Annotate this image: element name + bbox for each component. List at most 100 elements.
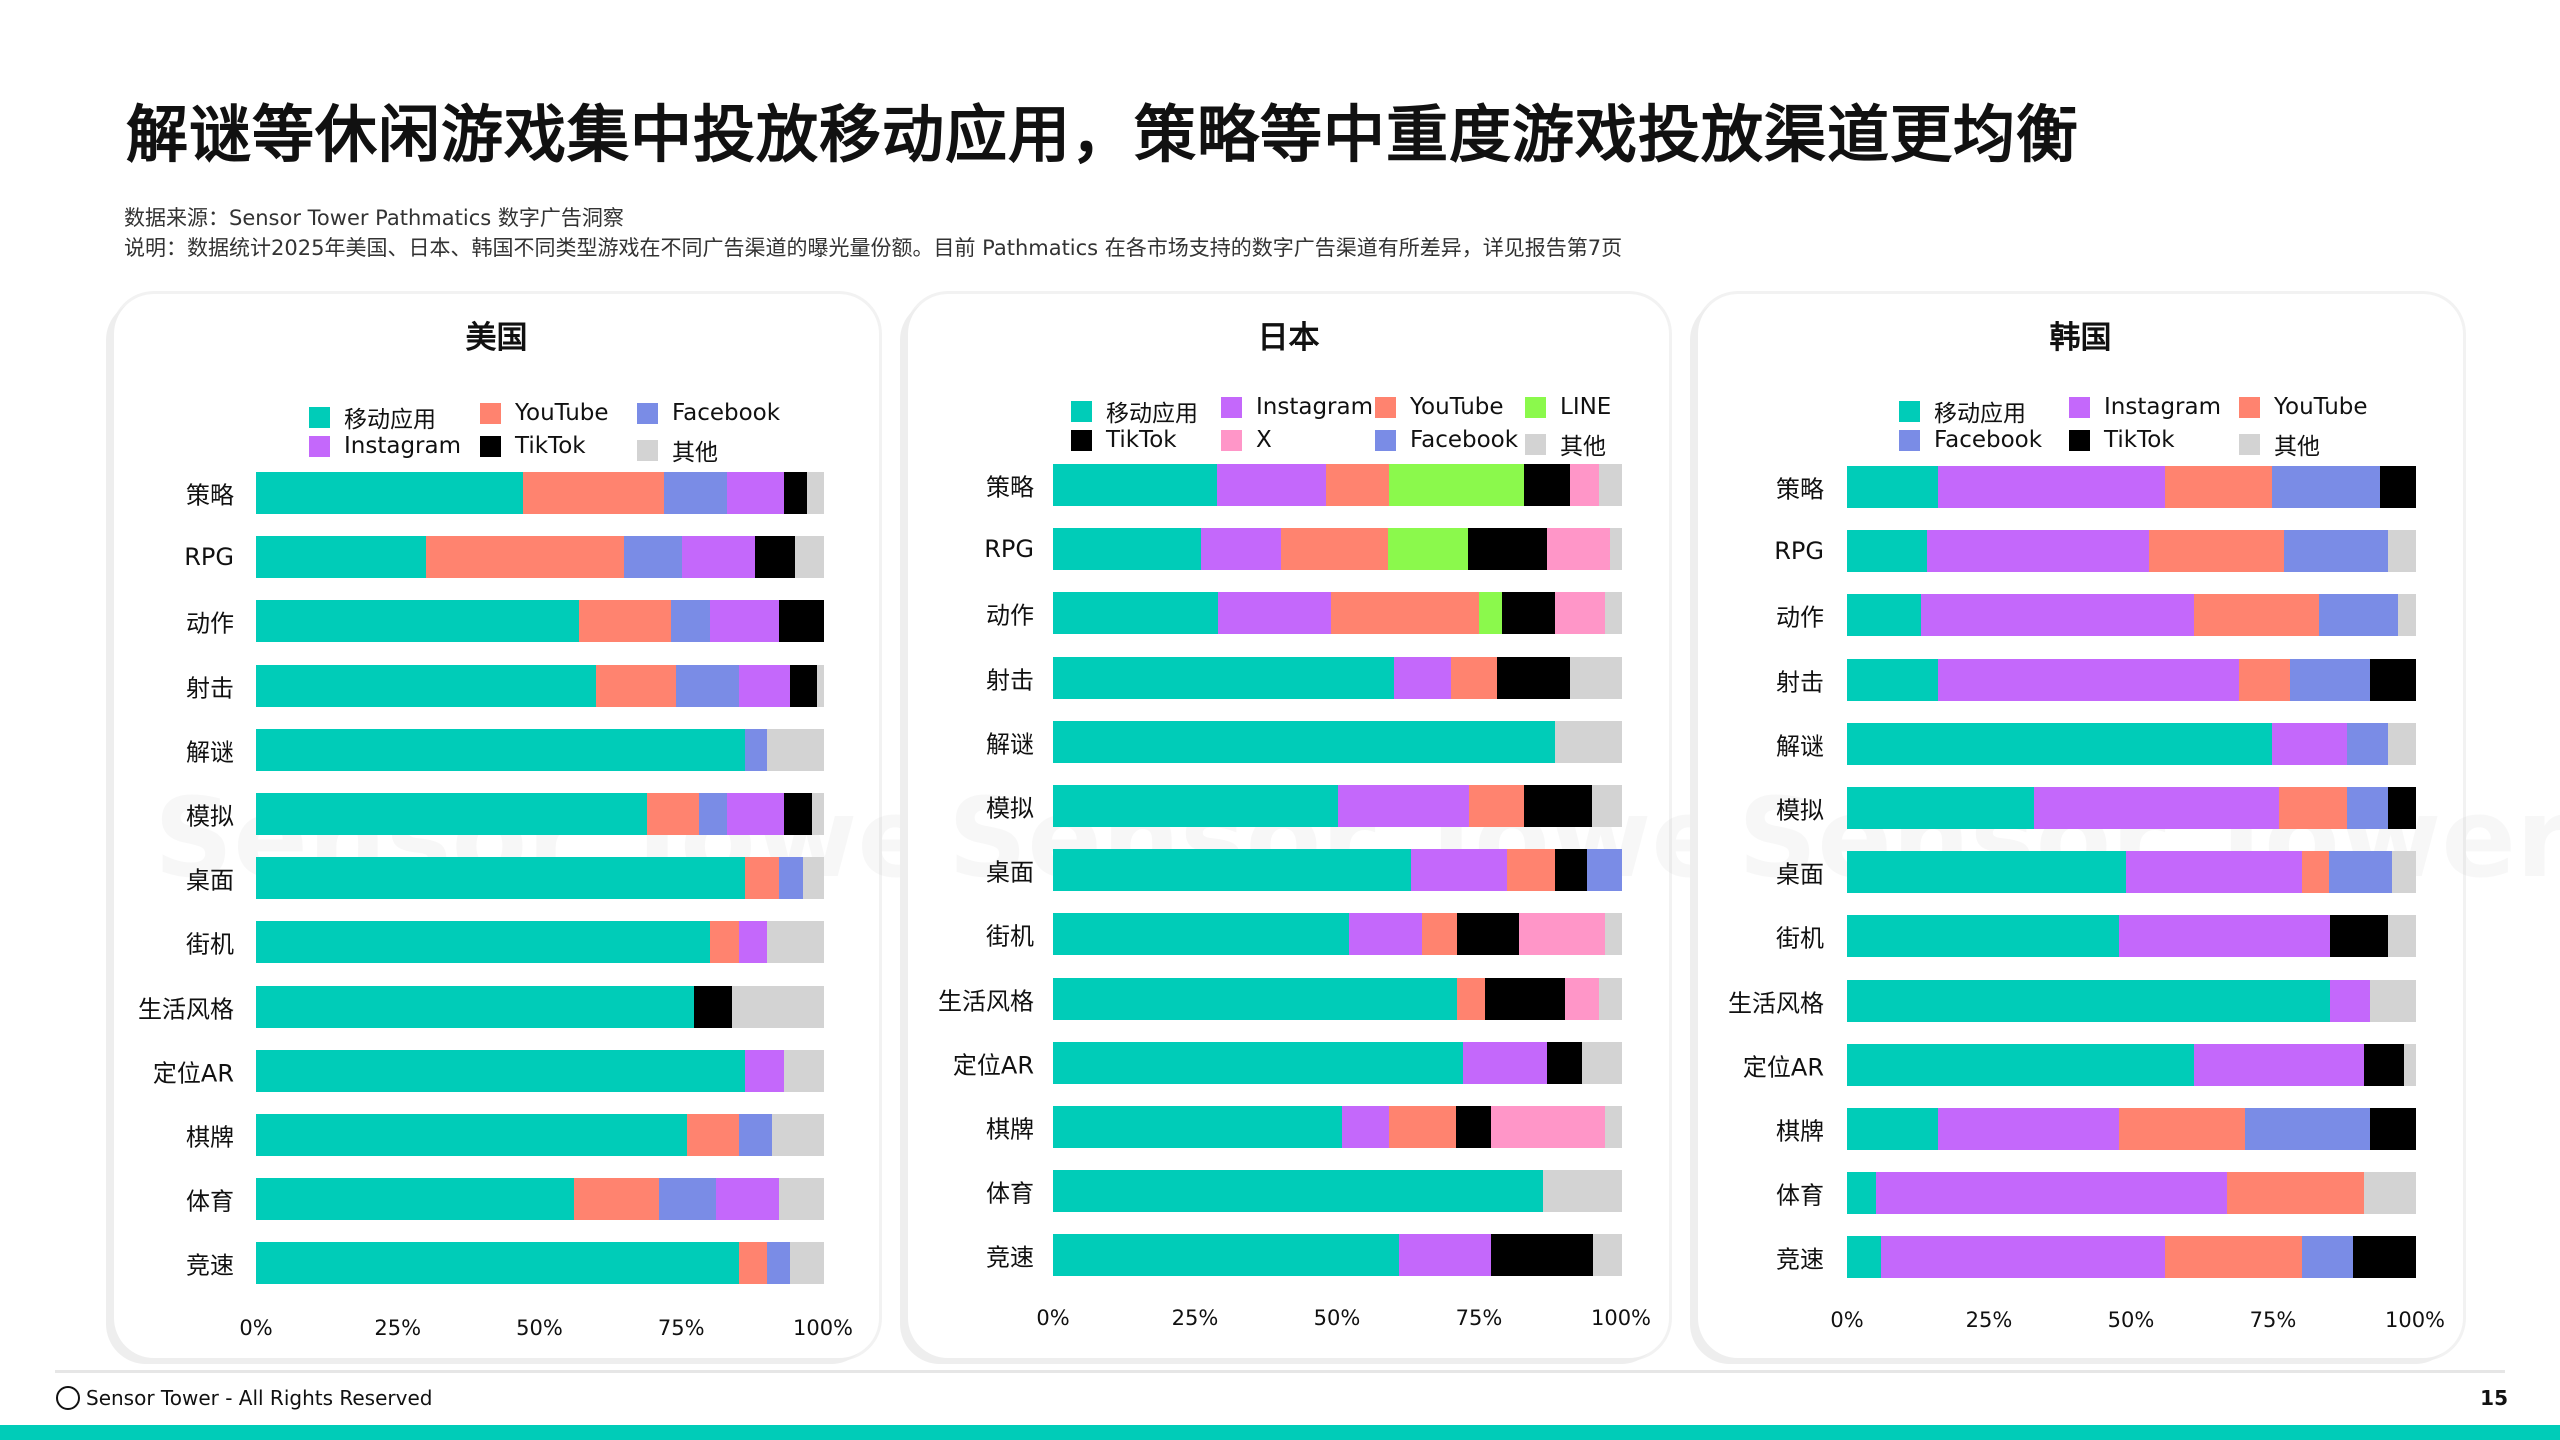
bar-segment-Instagram[interactable] [2126,851,2303,894]
bar-segment-YouTube[interactable] [1469,785,1525,827]
bar-segment-移动应用[interactable] [256,536,427,579]
bar-segment-移动应用[interactable] [1053,592,1219,635]
bar-segment-TikTok[interactable] [1456,913,1520,956]
legend-item[interactable]: Instagram [1221,394,1373,420]
bar-segment-Instagram[interactable] [1399,1234,1492,1277]
bar-segment-LINE[interactable] [1479,592,1503,635]
bar-segment-移动应用[interactable] [256,472,524,514]
bar-segment-Facebook[interactable] [659,1178,717,1221]
bar-segment-移动应用[interactable] [1053,1041,1464,1084]
bar-segment-其他[interactable] [1582,1041,1622,1084]
bar-segment-其他[interactable] [1542,1170,1622,1213]
bar-segment-Instagram[interactable] [1938,658,2241,701]
bar-segment-YouTube[interactable] [579,600,672,643]
bar-segment-移动应用[interactable] [1847,658,1940,701]
bar-segment-X[interactable] [1570,464,1600,506]
bar-segment-YouTube[interactable] [2164,1236,2303,1279]
bar-segment-TikTok[interactable] [2380,466,2416,508]
bar-segment-其他[interactable] [2397,594,2416,637]
bar-segment-移动应用[interactable] [1847,915,2120,958]
bar-segment-Instagram[interactable] [1938,1108,2120,1150]
bar-segment-Facebook[interactable] [1587,849,1622,892]
bar-segment-Instagram[interactable] [2330,979,2371,1022]
bar-segment-TikTok[interactable] [779,600,824,643]
bar-segment-YouTube[interactable] [686,1114,740,1156]
bar-segment-Instagram[interactable] [1217,592,1332,635]
bar-segment-移动应用[interactable] [1847,722,2274,765]
bar-segment-YouTube[interactable] [1422,913,1458,956]
bar-segment-移动应用[interactable] [1053,785,1339,827]
bar-segment-Instagram[interactable] [716,1178,780,1221]
bar-segment-Instagram[interactable] [1217,464,1327,506]
bar-segment-Instagram[interactable] [744,1049,786,1092]
legend-item[interactable]: YouTube [2239,394,2368,420]
legend-item[interactable]: X [1221,427,1272,453]
bar-segment-YouTube[interactable] [426,536,625,579]
bar-segment-其他[interactable] [1554,720,1622,763]
bar-segment-Facebook[interactable] [766,1242,791,1285]
bar-segment-TikTok[interactable] [2352,1236,2416,1279]
bar-segment-其他[interactable] [1599,464,1622,506]
bar-segment-X[interactable] [1547,528,1611,571]
bar-segment-YouTube[interactable] [1330,592,1480,635]
bar-segment-Facebook[interactable] [2290,658,2371,701]
bar-segment-其他[interactable] [1570,656,1622,699]
bar-segment-Instagram[interactable] [739,664,791,707]
bar-segment-Instagram[interactable] [2194,1043,2366,1086]
bar-segment-移动应用[interactable] [256,1178,575,1221]
bar-segment-移动应用[interactable] [256,921,711,964]
bar-segment-其他[interactable] [732,985,824,1028]
bar-segment-TikTok[interactable] [754,536,796,579]
bar-segment-其他[interactable] [2387,530,2416,573]
legend-item[interactable]: LINE [1525,394,1611,420]
bar-segment-Instagram[interactable] [1875,1172,2228,1215]
bar-segment-其他[interactable] [1592,785,1622,827]
bar-segment-TikTok[interactable] [1547,1041,1583,1084]
bar-segment-TikTok[interactable] [1554,849,1589,892]
bar-segment-移动应用[interactable] [256,1242,740,1285]
bar-segment-移动应用[interactable] [256,1049,746,1092]
bar-segment-X[interactable] [1490,1106,1606,1148]
bar-segment-移动应用[interactable] [1053,720,1556,763]
bar-segment-其他[interactable] [2387,722,2416,765]
bar-segment-移动应用[interactable] [1847,1108,1940,1150]
bar-segment-其他[interactable] [802,857,824,900]
bar-segment-Instagram[interactable] [1348,913,1423,956]
bar-segment-YouTube[interactable] [2194,594,2320,637]
bar-segment-Instagram[interactable] [727,793,785,835]
bar-segment-Facebook[interactable] [2329,851,2393,894]
bar-segment-Facebook[interactable] [623,536,683,579]
bar-segment-移动应用[interactable] [1053,1170,1544,1213]
bar-segment-Facebook[interactable] [671,600,711,643]
legend-item[interactable]: Facebook [1899,427,2042,453]
legend-item[interactable]: 移动应用 [1899,394,2026,428]
bar-segment-Facebook[interactable] [739,1114,773,1156]
bar-segment-Instagram[interactable] [1880,1236,2166,1279]
bar-segment-其他[interactable] [766,921,824,964]
bar-segment-YouTube[interactable] [2148,530,2285,573]
bar-segment-YouTube[interactable] [2301,851,2330,894]
legend-item[interactable]: Facebook [1375,427,1518,453]
bar-segment-其他[interactable] [807,472,824,514]
legend-item[interactable]: Instagram [2069,394,2221,420]
bar-segment-Facebook[interactable] [2301,1236,2354,1279]
bar-segment-LINE[interactable] [1388,528,1469,571]
legend-item[interactable]: 移动应用 [1071,394,1198,428]
bar-segment-Instagram[interactable] [1342,1106,1390,1148]
bar-segment-Facebook[interactable] [698,793,728,835]
bar-segment-TikTok[interactable] [2330,915,2389,958]
legend-item[interactable]: 移动应用 [309,400,436,434]
bar-segment-移动应用[interactable] [1053,1234,1401,1277]
bar-segment-X[interactable] [1519,913,1606,956]
bar-segment-Instagram[interactable] [1410,849,1508,892]
bar-segment-YouTube[interactable] [1325,464,1390,506]
bar-segment-Instagram[interactable] [1462,1041,1548,1084]
bar-segment-YouTube[interactable] [523,472,665,514]
bar-segment-TikTok[interactable] [790,664,818,707]
bar-segment-移动应用[interactable] [1053,464,1218,506]
bar-segment-移动应用[interactable] [1847,1172,1877,1215]
bar-segment-TikTok[interactable] [2370,1108,2416,1150]
bar-segment-TikTok[interactable] [783,472,808,514]
bar-segment-Facebook[interactable] [2346,787,2389,829]
bar-segment-Instagram[interactable] [2119,915,2331,958]
